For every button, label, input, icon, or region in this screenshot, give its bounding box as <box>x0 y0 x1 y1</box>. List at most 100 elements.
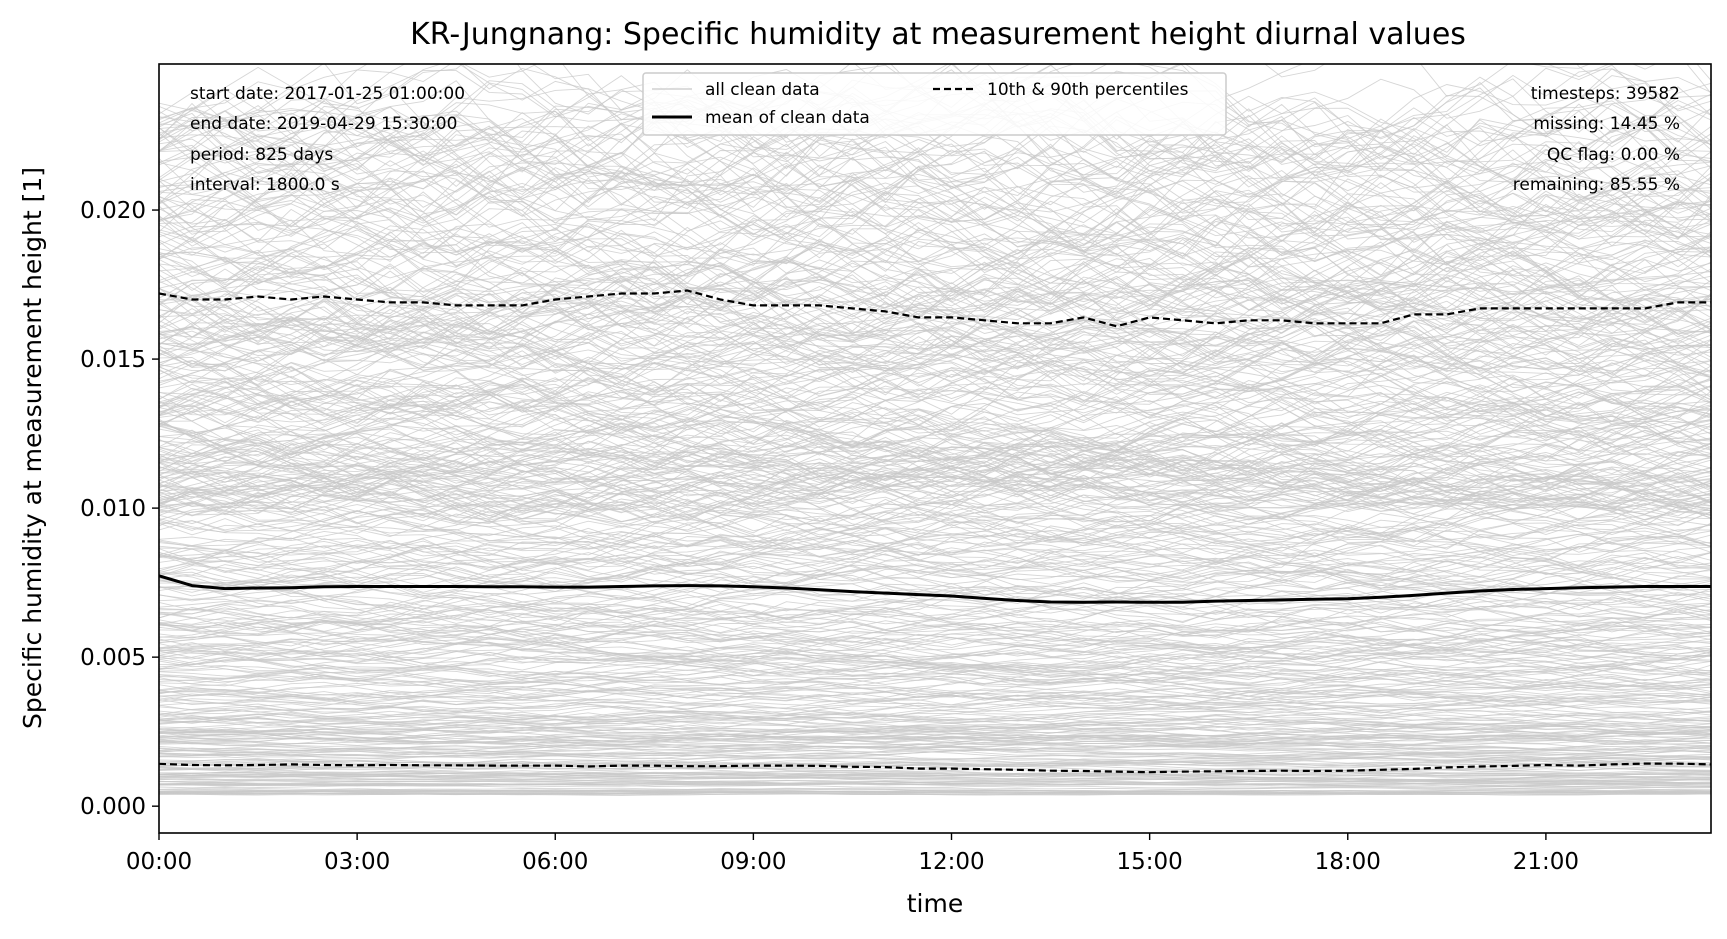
clean-data-trace <box>159 624 1711 657</box>
clean-data-trace <box>159 739 1711 754</box>
clean-data-trace <box>159 193 1711 285</box>
clean-data-trace <box>159 704 1711 725</box>
clean-data-trace <box>159 526 1711 575</box>
clean-data-trace <box>159 551 1711 597</box>
clean-data-trace <box>159 685 1711 705</box>
clean-data-trace <box>159 521 1711 567</box>
clean-data-trace <box>159 64 1711 171</box>
clean-data-trace <box>159 101 1711 262</box>
info-right: timesteps: 39582 missing: 14.45 % QC fla… <box>1513 84 1680 195</box>
info-end-date: end date: 2019-04-29 15:30:00 <box>190 114 457 134</box>
clean-data-trace <box>159 530 1711 589</box>
clean-data-trace <box>159 580 1711 612</box>
clean-data-trace <box>159 220 1711 329</box>
y-axis: 0.000 0.005 0.010 0.015 0.020 <box>80 198 159 820</box>
clean-data-trace <box>159 450 1711 502</box>
clean-data-trace <box>159 133 1711 277</box>
clean-data-trace <box>159 720 1711 737</box>
clean-data-trace <box>159 693 1711 716</box>
clean-data-trace <box>159 472 1711 569</box>
clean-data-trace <box>159 282 1711 373</box>
clean-data-trace <box>159 311 1711 369</box>
clean-data-trace <box>159 408 1711 475</box>
clean-data-trace <box>159 267 1711 371</box>
clean-data-trace <box>159 638 1711 672</box>
legend-label-mean: mean of clean data <box>705 108 870 128</box>
clean-data-trace <box>159 454 1711 545</box>
info-interval: interval: 1800.0 s <box>190 175 340 195</box>
chart-title: KR-Jungnang: Specific humidity at measur… <box>410 17 1466 52</box>
clean-data-trace <box>159 555 1711 592</box>
legend: all clean data mean of clean data 10th &… <box>642 72 1227 136</box>
clean-data-trace <box>159 780 1711 787</box>
clean-data-trace <box>159 208 1711 309</box>
clean-data-trace <box>159 330 1711 415</box>
clean-data-trace <box>159 460 1711 519</box>
clean-data-trace <box>159 645 1711 681</box>
clean-data-trace <box>159 68 1711 204</box>
clean-data-trace <box>159 127 1711 267</box>
clean-data-trace <box>159 417 1711 480</box>
clean-data-trace <box>159 757 1711 766</box>
series-layer <box>159 289 1711 774</box>
clean-data-trace <box>159 635 1711 672</box>
x-tick-label: 12:00 <box>918 849 984 875</box>
clean-data-trace <box>159 150 1711 282</box>
clean-data-trace <box>159 439 1711 516</box>
clean-data-trace <box>159 642 1711 682</box>
clean-data-trace <box>159 317 1711 394</box>
x-tick-label: 21:00 <box>1513 849 1579 875</box>
clean-data-trace <box>159 695 1711 718</box>
clean-data-trace <box>159 365 1711 474</box>
clean-data-trace <box>159 706 1711 727</box>
clean-data-trace <box>159 738 1711 750</box>
clean-data-trace <box>159 586 1711 624</box>
clean-data-trace <box>159 367 1711 434</box>
clean-data-trace <box>159 741 1711 756</box>
clean-data-trace <box>159 118 1711 246</box>
clean-data-trace <box>159 428 1711 502</box>
clean-data-trace <box>159 241 1711 362</box>
clean-data-trace <box>159 416 1711 506</box>
plot-frame <box>158 63 1712 834</box>
clean-data-trace <box>159 579 1711 624</box>
clean-data-trace <box>159 78 1711 228</box>
clean-data-trace <box>159 651 1711 688</box>
clean-data-trace <box>159 99 1711 228</box>
clean-data-trace <box>159 225 1711 322</box>
clean-data-trace <box>159 712 1711 732</box>
clean-data-trace <box>159 379 1711 436</box>
x-tick-label: 18:00 <box>1315 849 1381 875</box>
clean-data-trace <box>159 501 1711 539</box>
clean-data-trace <box>159 391 1711 468</box>
clean-data-trace <box>159 588 1711 622</box>
clean-data-trace <box>159 349 1711 446</box>
y-tick-label: 0.015 <box>80 347 146 373</box>
clean-data-trace <box>159 255 1711 345</box>
clean-data-trace <box>159 748 1711 760</box>
clean-data-trace <box>159 216 1711 297</box>
clean-data-trace <box>159 477 1711 523</box>
clean-data-trace <box>159 627 1711 663</box>
clean-data-trace <box>159 238 1711 337</box>
clean-data-trace <box>159 540 1711 576</box>
clean-data-trace <box>159 165 1711 270</box>
clean-data-trace <box>159 520 1711 568</box>
x-tick-label: 00:00 <box>126 849 192 875</box>
clean-data-trace <box>159 502 1711 570</box>
clean-data-trace <box>159 741 1711 751</box>
clean-data-trace <box>159 139 1711 249</box>
x-tick-label: 15:00 <box>1116 849 1182 875</box>
clean-data-trace <box>159 338 1711 440</box>
clean-data-trace <box>159 721 1711 738</box>
clean-data-trace <box>159 710 1711 731</box>
y-tick-label: 0.000 <box>80 794 146 820</box>
info-left: start date: 2017-01-25 01:00:00 end date… <box>190 84 465 195</box>
clean-data-trace <box>159 370 1711 446</box>
clean-data-trace <box>159 302 1711 375</box>
clean-data-trace <box>159 388 1711 452</box>
clean-data-trace <box>159 647 1711 672</box>
clean-data-trace <box>159 407 1711 492</box>
clean-data-trace <box>159 338 1711 412</box>
